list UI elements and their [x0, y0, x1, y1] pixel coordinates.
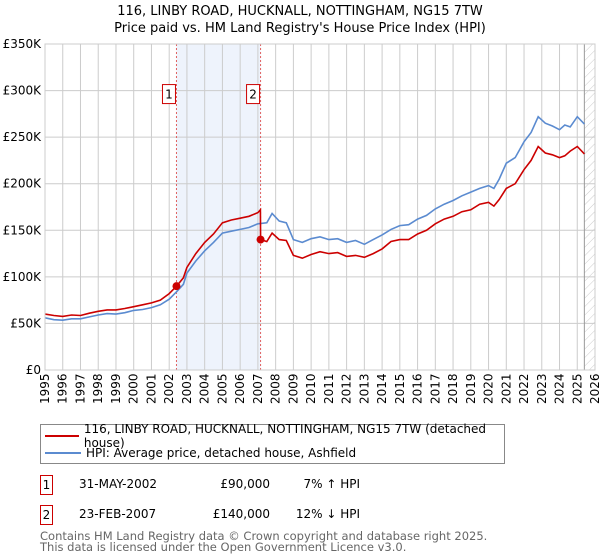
x-tick-label: 2026 — [588, 373, 600, 404]
x-tick-label: 1999 — [109, 373, 123, 404]
legend-swatch-red — [45, 435, 79, 437]
sale-label-box — [161, 84, 176, 105]
x-tick-label: 2013 — [357, 373, 371, 404]
transaction-date: 23-FEB-2007 — [79, 507, 157, 521]
legend-swatch-blue — [45, 452, 81, 454]
transaction-price: £140,000 — [212, 507, 270, 521]
footer-line: This data is licensed under the Open Gov… — [40, 540, 407, 554]
chart-title: 116, LINBY ROAD, HUCKNALL, NOTTINGHAM, N… — [117, 4, 483, 19]
x-tick-label: 2000 — [127, 373, 141, 404]
legend-label: 116, LINBY ROAD, HUCKNALL, NOTTINGHAM, N… — [83, 422, 487, 450]
transaction-hpi: 12% ↓ HPI — [295, 507, 360, 521]
y-tick-label: £100K — [3, 270, 43, 284]
plot-border — [44, 43, 596, 371]
sale-label: 1 — [165, 88, 173, 102]
price-chart: £0 £50K £100K £150K £200K £250K £300K £350K 1995… — [3, 37, 600, 404]
x-tick-label: 2002 — [162, 373, 176, 404]
footer: Contains HM Land Registry data © Crown c… — [40, 529, 488, 554]
x-tick-label: 2010 — [304, 373, 318, 404]
x-tick-label: 1998 — [91, 373, 105, 404]
sale-label-box — [246, 84, 261, 105]
legend: 116, LINBY ROAD, HUCKNALL, NOTTINGHAM, N… — [40, 422, 505, 464]
transaction-date: 31-MAY-2002 — [79, 477, 158, 491]
y-tick-label: £50K — [10, 316, 42, 330]
x-tick-label: 2009 — [286, 373, 300, 404]
x-tick-label: 2016 — [411, 373, 425, 404]
x-tick-label: 2004 — [198, 373, 212, 404]
forecast-hatch — [584, 44, 595, 370]
x-tick-label: 2003 — [180, 373, 194, 404]
transaction-marker: 1 — [40, 475, 53, 495]
x-tick-label: 2025 — [570, 373, 584, 404]
footer-line: Contains HM Land Registry data © Crown c… — [40, 529, 488, 543]
x-tick-label: 2015 — [393, 373, 407, 404]
y-tick-label: £200K — [3, 177, 43, 191]
transaction-price: £90,000 — [220, 477, 270, 491]
y-tick-label: £250K — [3, 130, 43, 144]
sale-label: 2 — [249, 88, 257, 102]
x-tick-label: 2012 — [340, 373, 354, 404]
x-tick-label: 2023 — [535, 373, 549, 404]
x-tick-label: 2001 — [144, 373, 158, 404]
transaction-row: 1 31-MAY-2002 £90,000 7% ↑ HPI — [40, 475, 600, 497]
y-tick-label: £0 — [26, 363, 41, 377]
legend-item-property: 116, LINBY ROAD, HUCKNALL, NOTTINGHAM, N… — [41, 422, 504, 450]
x-tick-label: 2019 — [464, 373, 478, 404]
legend-item-hpi: HPI: Average price, detached house, Ashf… — [41, 445, 356, 461]
sale-point — [256, 235, 265, 244]
chart-subtitle: Price paid vs. HM Land Registry's House … — [114, 21, 486, 36]
x-tick-label: 2021 — [499, 373, 513, 404]
x-tick-label: 2017 — [428, 373, 442, 404]
x-tick-label: 1995 — [38, 373, 52, 404]
x-tick-label: 2006 — [233, 373, 247, 404]
x-tick-label: 2011 — [322, 373, 336, 404]
x-tick-label: 2014 — [375, 373, 389, 404]
y-tick-label: £350K — [3, 37, 43, 51]
x-tick-label: 2008 — [269, 373, 283, 404]
transaction-marker: 2 — [40, 505, 53, 525]
x-tick-label: 2007 — [251, 373, 265, 404]
x-tick-label: 1997 — [73, 373, 87, 404]
legend-label: HPI: Average price, detached house, Ashf… — [86, 446, 357, 460]
transaction-row: 2 23-FEB-2007 £140,000 12% ↓ HPI — [40, 505, 600, 527]
x-tick-label: 2018 — [446, 373, 460, 404]
y-tick-label: £150K — [3, 223, 43, 237]
x-tick-label: 2024 — [553, 373, 567, 404]
transaction-hpi: 7% ↑ HPI — [303, 477, 360, 491]
x-tick-label: 1996 — [56, 373, 70, 404]
y-tick-label: £300K — [3, 84, 43, 98]
property-price-line — [44, 145, 585, 318]
x-tick-label: 2022 — [517, 373, 531, 404]
x-tick-label: 2020 — [482, 373, 496, 404]
x-tick-label: 2005 — [215, 373, 229, 404]
sale-point — [172, 282, 181, 291]
hpi-line — [44, 115, 585, 322]
